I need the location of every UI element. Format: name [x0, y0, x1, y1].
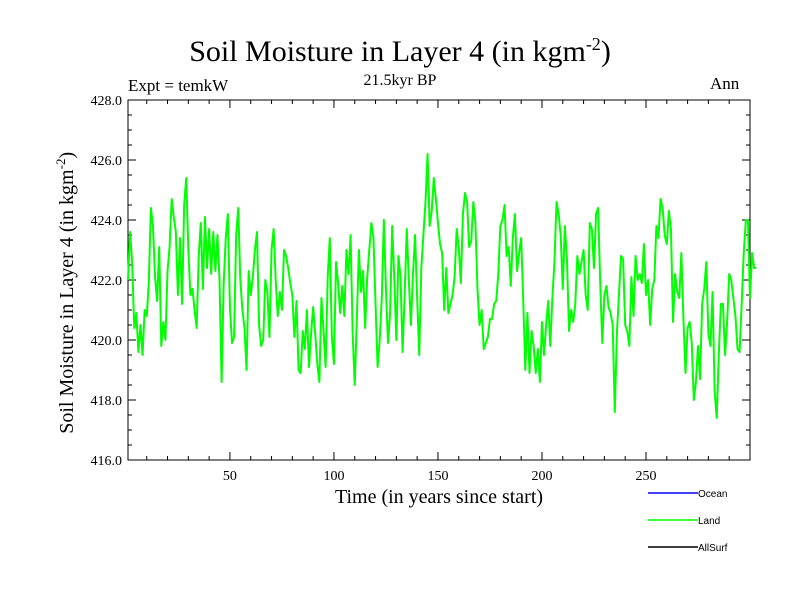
axis-ticks: 50 100 150 200 250 416.0 418.0 420.0 422.0 424.0 4… — [91, 94, 750, 484]
y-tick-label: 428.0 — [91, 94, 123, 109]
x-tick-label: 200 — [531, 469, 552, 484]
y-tick-label: 426.0 — [91, 154, 123, 169]
y-tick-label: 420.0 — [91, 334, 123, 349]
plot-border — [127, 99, 751, 461]
y-tick-label: 424.0 — [91, 214, 123, 229]
chart-title: Soil Moisture in Layer 4 (in kgm-2) — [189, 34, 611, 68]
chart-subtitle: 21.5kyr BP — [363, 72, 437, 89]
y-tick-label: 416.0 — [91, 454, 123, 469]
x-tick-label: 100 — [323, 469, 344, 484]
y-tick-label: 422.0 — [91, 274, 123, 289]
season-label: Ann — [710, 74, 740, 93]
y-tick-label: 418.0 — [91, 394, 123, 409]
legend-label-allsurf: AllSurf — [698, 543, 728, 554]
x-axis-label: Time (in years since start) — [334, 486, 544, 508]
legend: Ocean Land AllSurf — [648, 489, 728, 554]
x-tick-label: 50 — [223, 469, 237, 484]
x-tick-label: 150 — [427, 469, 448, 484]
experiment-label: Expt = temkW — [128, 76, 229, 95]
x-tick-label: 250 — [635, 469, 656, 484]
legend-label-ocean: Ocean — [698, 489, 727, 500]
legend-label-land: Land — [698, 516, 720, 527]
series-lines — [127, 153, 757, 419]
plot-frame — [127, 99, 751, 461]
series-line-land — [127, 153, 757, 419]
